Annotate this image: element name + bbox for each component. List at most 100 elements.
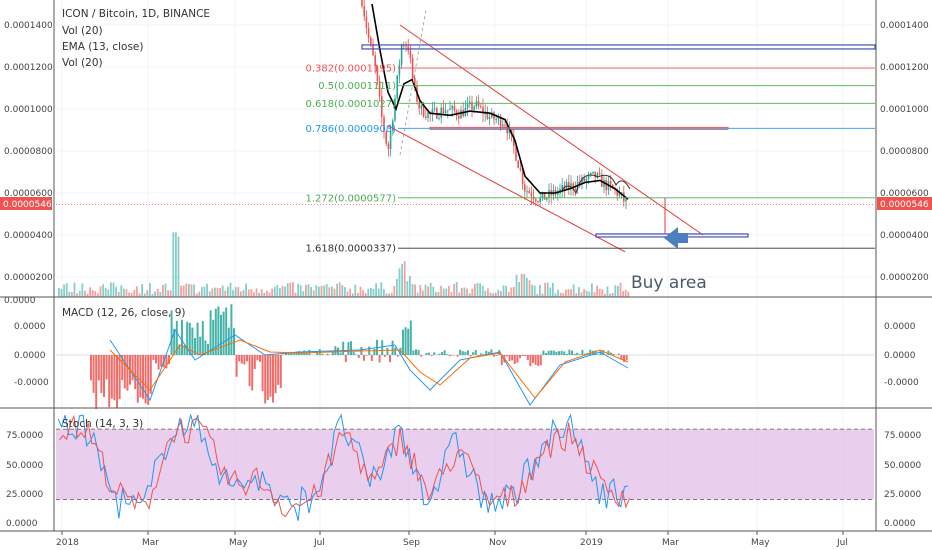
macd-histogram-bar — [373, 348, 376, 355]
volume-bar — [164, 283, 167, 297]
candle-body — [526, 191, 528, 193]
volume-bar — [575, 293, 578, 297]
candle-body — [400, 44, 403, 65]
volume-bar — [393, 286, 396, 297]
volume-bar — [539, 284, 541, 297]
macd-histogram-bar — [344, 355, 347, 363]
price-right-tick: 0.0001200 — [880, 63, 929, 73]
macd-histogram-bar — [524, 355, 527, 357]
candle-body — [561, 185, 563, 189]
volume-bar — [112, 282, 115, 297]
volume-bar — [596, 285, 598, 297]
volume-bar — [325, 283, 328, 297]
volume-bar — [409, 275, 411, 297]
candle-body — [535, 199, 537, 202]
price-left-tick: 0.0000800 — [4, 147, 53, 157]
stoch-d-line — [59, 414, 630, 518]
volume-bar — [156, 288, 159, 297]
volume-bar — [489, 292, 492, 297]
volume-bar — [471, 288, 474, 297]
volume-bar — [414, 284, 416, 297]
macd-histogram-bar — [610, 352, 612, 355]
study-vol-2[interactable]: Vol (20) — [62, 57, 103, 69]
candle-body — [365, 16, 368, 29]
macd-histogram-bar — [602, 350, 605, 355]
macd-histogram-bar — [446, 354, 449, 355]
macd-histogram-bar — [355, 354, 358, 355]
volume-bar — [146, 290, 149, 297]
candle-body — [548, 190, 550, 198]
macd-histogram-bar — [287, 352, 290, 355]
volume-bar — [505, 285, 507, 297]
volume-bar — [216, 287, 219, 297]
macd-histogram-bar — [214, 308, 217, 355]
macd-histogram-bar — [513, 355, 516, 364]
volume-bar — [279, 288, 281, 297]
candle-body — [543, 192, 546, 200]
macd-histogram-bar — [386, 347, 389, 355]
macd-histogram-bar — [617, 353, 620, 355]
volume-bar — [177, 236, 180, 297]
macd-histogram-bar — [204, 340, 207, 355]
stoch-right-axis: 75.0000 50.0000 25.0000 0.0000 — [884, 431, 921, 529]
study-ema[interactable]: EMA (13, close) — [62, 41, 144, 53]
macd-title[interactable]: MACD (12, 26, close, 9) — [62, 307, 185, 319]
volume-bar — [606, 286, 609, 297]
candle-body — [537, 201, 539, 203]
candle-body — [444, 110, 447, 113]
study-vol-1[interactable]: Vol (20) — [62, 25, 103, 37]
volume-bar — [554, 293, 557, 297]
volume-bar — [453, 283, 455, 297]
macd-histogram-bar — [391, 340, 394, 355]
volume-bar — [305, 284, 307, 297]
macd-histogram-bar — [511, 355, 514, 361]
macd-histogram-bar — [217, 306, 220, 355]
macd-histogram-bar — [173, 328, 176, 355]
candle-body — [497, 116, 500, 119]
macd-histogram-bar — [118, 355, 121, 400]
volume-bar — [78, 290, 81, 297]
macd-histogram-bar — [508, 355, 511, 362]
stoch-left-tick: 25.0000 — [6, 490, 43, 500]
macd-histogram-bar — [305, 352, 308, 355]
volume-bar — [520, 273, 523, 297]
volume-bar — [461, 287, 463, 297]
macd-histogram-bar — [396, 355, 399, 357]
macd-histogram-bar — [594, 350, 597, 355]
candle-body — [438, 117, 440, 119]
volume-bar — [219, 288, 221, 297]
macd-histogram-bar — [555, 351, 558, 355]
macd-histogram-bar — [365, 355, 368, 356]
macd-histogram-bar — [331, 351, 334, 355]
macd-histogram-bar — [443, 350, 446, 355]
macd-left-tick: -0.0000 — [14, 378, 49, 388]
macd-histogram-bar — [155, 355, 157, 364]
macd-histogram-bar — [404, 327, 407, 355]
channel-upper-line — [399, 24, 704, 236]
macd-histogram-bar — [532, 355, 534, 363]
macd-histogram-bar — [168, 355, 170, 365]
macd-histogram-bar — [521, 355, 524, 357]
volume-bar — [614, 285, 617, 297]
macd-histogram-bar — [519, 355, 521, 359]
volume-bar — [250, 289, 253, 297]
macd-histogram-bar — [123, 355, 126, 389]
macd-histogram-bar — [269, 355, 272, 397]
volume-bar — [208, 291, 211, 297]
macd-histogram-bar — [420, 355, 423, 357]
candle-body — [442, 107, 445, 113]
macd-histogram-bar — [326, 353, 329, 355]
macd-histogram-bar — [482, 354, 485, 355]
macd-histogram-bar — [259, 355, 261, 362]
candle-body — [378, 81, 381, 97]
volume-bar — [474, 284, 476, 297]
macd-histogram-bar — [292, 351, 295, 355]
macd-histogram-bar — [90, 355, 92, 381]
volume-bar — [544, 282, 546, 297]
time-tick-label: Mar — [142, 538, 159, 548]
candle-body — [585, 178, 588, 182]
macd-histogram-bar — [565, 353, 568, 355]
volume-bar — [206, 283, 208, 297]
stoch-title[interactable]: Stoch (14, 3, 3) — [62, 418, 143, 430]
